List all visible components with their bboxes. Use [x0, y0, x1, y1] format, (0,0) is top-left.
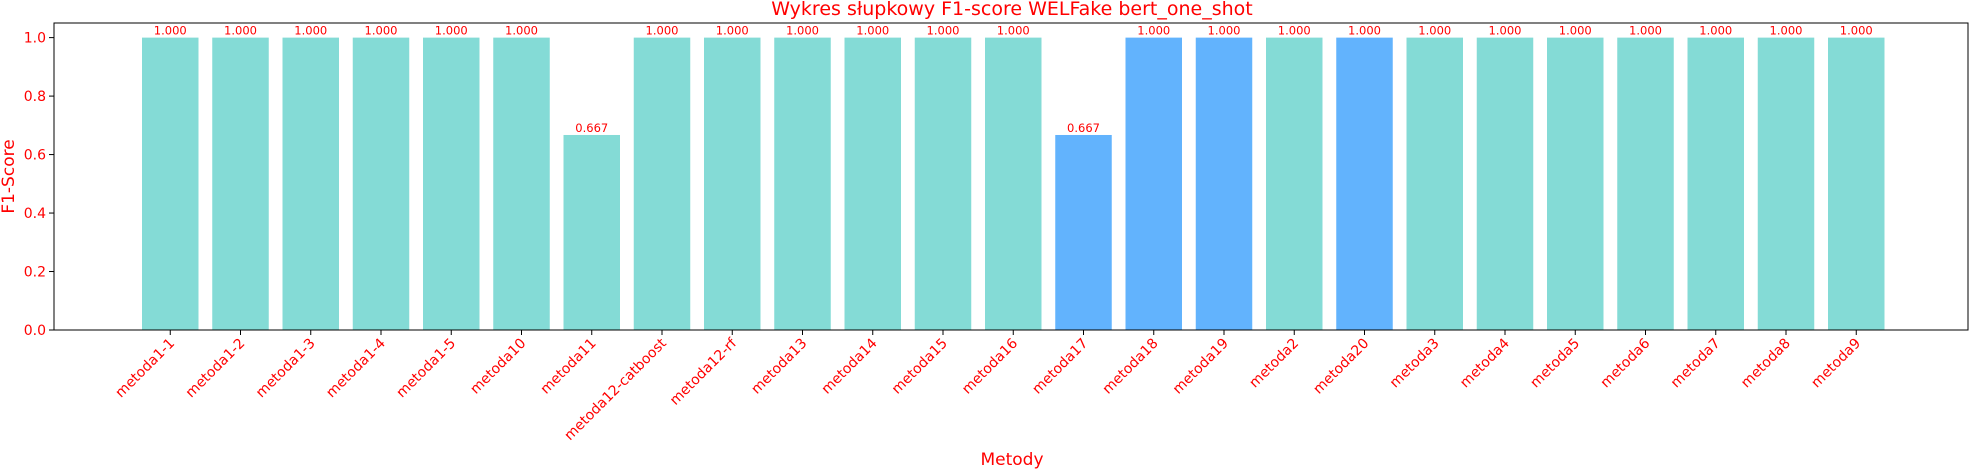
bar-metoda1-3 — [282, 37, 339, 330]
bar-metoda13 — [774, 37, 831, 330]
x-axis-label: Metody — [980, 450, 1043, 470]
bar-value-label: 1.000 — [1137, 24, 1170, 38]
x-tick-label: metoda1-4 — [323, 335, 389, 401]
x-tick-label: metoda1-2 — [183, 336, 249, 402]
x-tick-label: metoda20 — [1310, 336, 1372, 398]
x-tick-label: metoda1-1 — [113, 336, 179, 402]
x-tick-label: metoda2 — [1246, 336, 1302, 392]
x-tick-label: metoda3 — [1387, 336, 1443, 392]
x-tick-label: metoda15 — [889, 336, 951, 398]
x-tick-label: metoda1-3 — [253, 336, 319, 402]
bar-value-label: 1.000 — [856, 24, 889, 38]
bar-value-label: 1.000 — [154, 24, 187, 38]
x-tick-label: metoda5 — [1527, 336, 1583, 392]
data-labels-group: 1.000 1.000 1.000 1.000 1.000 1.000 0.667 1.000… — [154, 24, 1873, 135]
x-tick-label: metoda17 — [1029, 336, 1091, 398]
y-tick-label: 1.0 — [24, 31, 46, 47]
bar-value-label: 1.000 — [505, 24, 538, 38]
bar-value-label: 1.000 — [927, 24, 960, 38]
x-tick-label: metoda7 — [1668, 336, 1724, 392]
bar-value-label: 1.000 — [1208, 24, 1241, 38]
bar-metoda2 — [1266, 37, 1323, 330]
bar-value-label: 1.000 — [435, 24, 468, 38]
bar-metoda5 — [1547, 37, 1604, 330]
bar-metoda19 — [1195, 37, 1253, 330]
chart-title: Wykres słupkowy F1-score WELFake bert_on… — [771, 0, 1253, 20]
bar-metoda15 — [914, 37, 972, 330]
x-tick-label: metoda9 — [1808, 336, 1864, 392]
bars-group — [142, 37, 1885, 330]
bar-metoda14 — [844, 37, 901, 330]
y-tick-label: 0.8 — [24, 89, 46, 105]
plot-area-frame — [53, 22, 1969, 331]
bar-value-label: 0.667 — [575, 121, 608, 135]
bar-value-label: 1.000 — [1840, 24, 1873, 38]
bar-value-label: 1.000 — [1699, 24, 1732, 38]
x-tick-label: metoda10 — [467, 336, 529, 398]
bar-metoda8 — [1757, 37, 1815, 330]
y-tick-label: 0.4 — [24, 206, 46, 222]
bar-metoda4 — [1476, 37, 1534, 330]
x-tick-label: metoda19 — [1170, 336, 1232, 398]
x-tick-label: metoda12-rf — [667, 335, 741, 409]
bar-metoda1-5 — [423, 37, 480, 330]
bar-value-label: 0.667 — [1067, 121, 1100, 135]
bar-value-label: 1.000 — [294, 24, 327, 38]
bar-metoda12-rf — [704, 37, 761, 330]
y-axis-ticks: 0.0 0.2 0.4 0.6 0.8 1.0 — [24, 31, 54, 339]
bar-metoda7 — [1687, 37, 1744, 330]
x-axis-ticks: metoda1-1 metoda1-2 metoda1-3 metoda1-4 meto… — [113, 330, 1864, 444]
bar-value-label: 1.000 — [716, 24, 749, 38]
bar-value-label: 1.000 — [1629, 24, 1662, 38]
y-tick-label: 0.0 — [24, 323, 46, 339]
bar-value-label: 1.000 — [1559, 24, 1592, 38]
bar-metoda12-catboost — [633, 37, 691, 330]
x-tick-label: metoda1-5 — [394, 336, 460, 402]
bar-metoda6 — [1617, 37, 1674, 330]
bar-value-label: 1.000 — [646, 24, 679, 38]
x-tick-label: metoda13 — [748, 336, 810, 398]
bar-metoda3 — [1406, 37, 1463, 330]
x-tick-label: metoda4 — [1457, 335, 1513, 391]
x-tick-label: metoda16 — [959, 335, 1021, 397]
bar-metoda1-2 — [212, 37, 269, 330]
bar-value-label: 1.000 — [997, 24, 1030, 38]
bar-metoda17 — [1055, 134, 1112, 330]
x-tick-label: metoda14 — [819, 335, 881, 397]
bar-value-label: 1.000 — [1348, 24, 1381, 38]
bar-value-label: 1.000 — [365, 24, 398, 38]
bar-metoda16 — [985, 37, 1042, 330]
bar-metoda1-1 — [142, 37, 199, 330]
bar-value-label: 1.000 — [224, 24, 257, 38]
bar-value-label: 1.000 — [1278, 24, 1311, 38]
bar-metoda1-4 — [352, 37, 410, 330]
x-tick-label: metoda8 — [1738, 336, 1794, 392]
bar-metoda10 — [493, 37, 550, 330]
x-tick-label: metoda18 — [1100, 336, 1162, 398]
bar-value-label: 1.000 — [1489, 24, 1522, 38]
bar-metoda18 — [1125, 37, 1182, 330]
bar-metoda20 — [1336, 37, 1393, 330]
bar-metoda11 — [563, 134, 620, 330]
y-tick-label: 0.2 — [24, 265, 46, 281]
x-tick-label: metoda6 — [1598, 335, 1654, 391]
bar-value-label: 1.000 — [1770, 24, 1803, 38]
x-tick-label: metoda11 — [538, 336, 600, 398]
bar-value-label: 1.000 — [786, 24, 819, 38]
y-axis-label: F1-Score — [0, 139, 19, 213]
y-tick-label: 0.6 — [24, 148, 46, 164]
bar-metoda9 — [1828, 37, 1885, 330]
bar-value-label: 1.000 — [1418, 24, 1451, 38]
